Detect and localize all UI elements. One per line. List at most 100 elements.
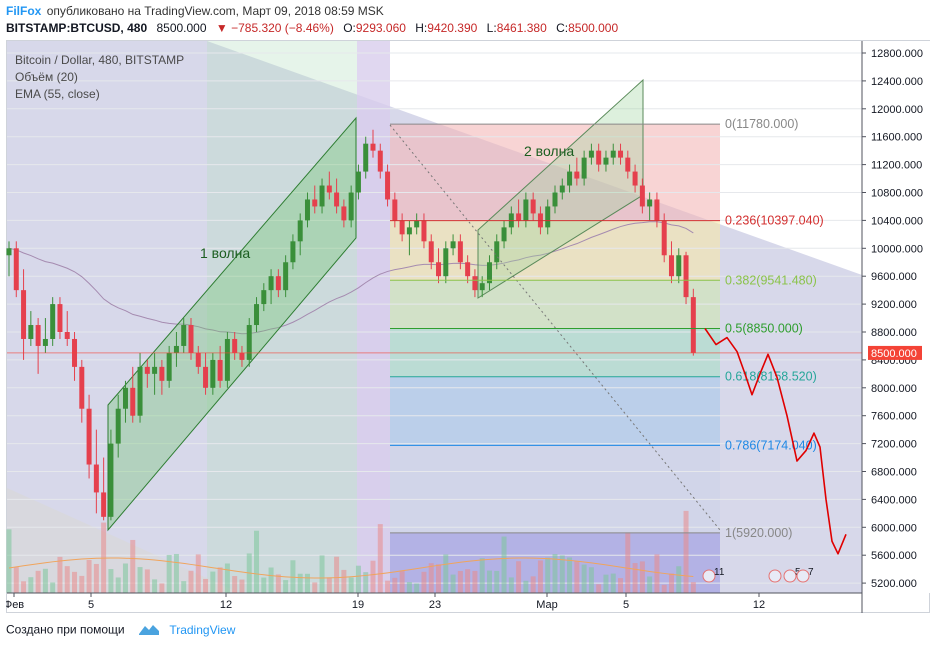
volume-bar [144, 569, 150, 593]
candle [668, 255, 674, 277]
candle [399, 220, 405, 235]
candle [50, 304, 56, 339]
volume-bar [399, 570, 405, 593]
fib-label: 0.236(10397.040) [725, 214, 824, 228]
candle [304, 199, 310, 221]
volume-bar [465, 569, 471, 593]
tradingview-logo-icon[interactable] [138, 622, 160, 639]
candle [108, 443, 114, 517]
volume-bar [341, 569, 347, 593]
candle [166, 352, 172, 381]
volume-bar [137, 567, 143, 593]
candle [246, 325, 252, 360]
volume-bar [603, 574, 609, 593]
candle [639, 185, 645, 207]
price-tick-label: 9600.000 [871, 271, 917, 283]
chart-canvas[interactable]: 0(11780.000) 0.236(10397.040) 0.382(9541.4… [6, 40, 930, 613]
volume-bar [254, 530, 260, 593]
candle [377, 150, 383, 172]
volume-bar [64, 566, 70, 593]
volume-bar [639, 561, 645, 593]
candle [35, 325, 41, 346]
price-tick-label: 10000.000 [871, 243, 923, 255]
volume-bar [283, 580, 289, 593]
fib-label: 0.5(8850.000) [725, 322, 803, 336]
volume-bar [377, 524, 383, 593]
volume-bar [130, 539, 136, 593]
candle [603, 157, 609, 165]
candle [472, 276, 478, 291]
volume-bar [224, 563, 230, 593]
candle [552, 192, 558, 207]
volume-bar [35, 570, 41, 593]
volume-bar [618, 578, 624, 593]
fib-label: 0.618(8158.520) [725, 370, 817, 384]
candle [370, 143, 376, 151]
volume-bar [210, 571, 216, 593]
candle [188, 325, 194, 353]
candle [647, 199, 653, 207]
price-axis [862, 41, 930, 593]
volume-bar [574, 561, 580, 593]
candle [203, 366, 209, 388]
candle [596, 150, 602, 165]
event-badge-icon [768, 569, 782, 583]
candle [610, 150, 616, 158]
volume-bar [472, 570, 478, 593]
volume-bar [173, 553, 179, 593]
event-badge-count: 11 [714, 567, 725, 578]
fib-zone-0.786 [390, 445, 720, 533]
volume-bar [457, 570, 463, 593]
candle [632, 171, 638, 186]
forecast-path [704, 328, 847, 555]
candle [319, 185, 325, 207]
volume-bar [304, 573, 310, 593]
author-name[interactable]: FilFox [6, 4, 42, 18]
volume-bar [28, 577, 34, 593]
candle [683, 255, 689, 298]
candle [348, 192, 354, 221]
volume-bar [508, 577, 514, 593]
volume-bar [203, 578, 209, 593]
volume-bar [392, 577, 398, 593]
volume-bar [275, 574, 281, 593]
volume-bar [421, 571, 427, 593]
candle [363, 143, 369, 172]
price-tick-label: 12000.000 [871, 104, 923, 116]
time-tick-label: 19 [352, 599, 364, 611]
candle [101, 492, 107, 517]
candle [261, 290, 267, 305]
ema-line [8, 221, 694, 335]
volume-bar [479, 558, 485, 593]
time-tick-label: 5 [88, 599, 94, 611]
volume-bar [261, 577, 267, 593]
candle [516, 213, 522, 221]
volume-bar [406, 582, 412, 593]
volume-bar [545, 557, 551, 593]
candle [690, 297, 696, 353]
candle [159, 366, 165, 381]
volume-bar [239, 579, 245, 593]
price-tick-label: 9200.000 [871, 299, 917, 311]
legend-volume[interactable]: Объём (20) [15, 70, 78, 84]
violet-band [357, 41, 390, 593]
candle [290, 241, 296, 263]
candle [436, 262, 442, 277]
time-tick-label: 12 [753, 599, 765, 611]
candle [224, 338, 230, 381]
volume-bar [654, 554, 660, 593]
volume-bar [610, 573, 616, 593]
volume-bar [181, 581, 187, 593]
volume-bar [596, 584, 602, 593]
legend-ema[interactable]: EMA (55, close) [15, 87, 100, 101]
volume-bar [501, 536, 507, 593]
candle [268, 276, 274, 291]
candle [152, 366, 158, 374]
candle [457, 241, 463, 263]
candle [428, 241, 434, 263]
candle [64, 332, 70, 339]
candle [479, 283, 485, 291]
candle [130, 387, 136, 416]
tradingview-link[interactable]: TradingView [169, 622, 236, 637]
volume-bar [537, 560, 543, 593]
